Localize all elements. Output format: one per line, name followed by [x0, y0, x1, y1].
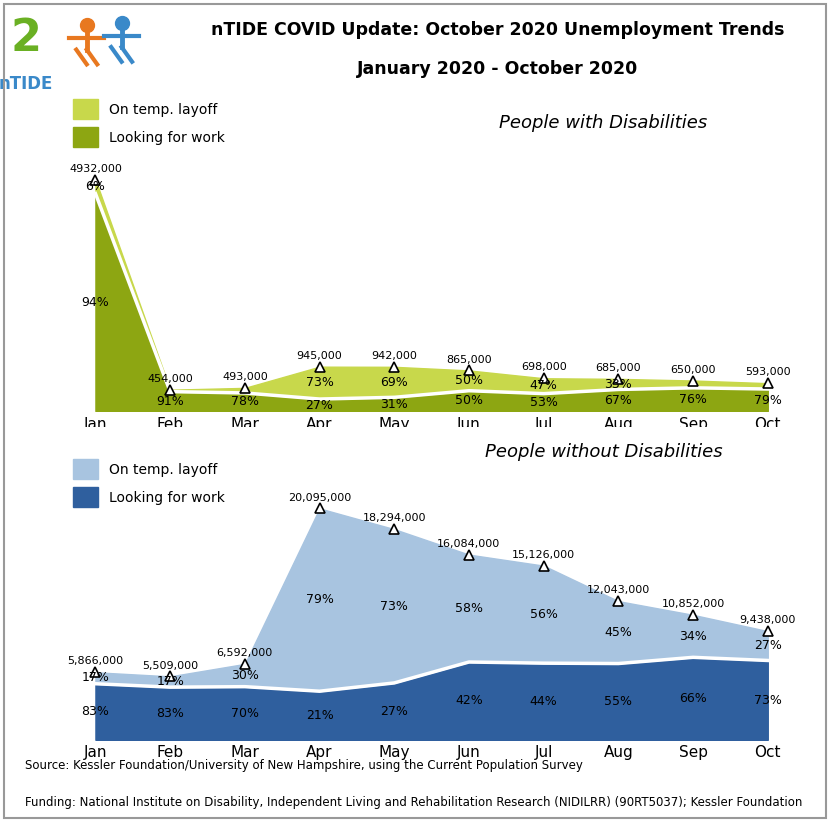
Text: 91%: 91%	[156, 395, 184, 408]
Text: 45%: 45%	[604, 626, 632, 639]
Text: 5,866,000: 5,866,000	[67, 657, 124, 667]
Text: 21%: 21%	[305, 709, 334, 722]
Text: 50%: 50%	[455, 374, 483, 387]
Text: 94%: 94%	[81, 296, 110, 309]
Text: 83%: 83%	[81, 705, 110, 718]
Text: 69%: 69%	[380, 376, 408, 389]
Text: 67%: 67%	[604, 394, 632, 407]
Text: 79%: 79%	[305, 593, 334, 607]
Text: January 2020 - October 2020: January 2020 - October 2020	[358, 60, 638, 78]
Text: 27%: 27%	[305, 399, 334, 412]
Text: 27%: 27%	[380, 704, 408, 718]
Text: 18,294,000: 18,294,000	[363, 514, 426, 524]
Text: 650,000: 650,000	[671, 365, 715, 375]
Text: Funding: National Institute on Disability, Independent Living and Rehabilitation: Funding: National Institute on Disabilit…	[25, 796, 802, 809]
Text: 17%: 17%	[81, 672, 110, 685]
Text: 79%: 79%	[754, 394, 782, 407]
Text: 5,509,000: 5,509,000	[142, 661, 198, 671]
Text: 6%: 6%	[85, 180, 105, 193]
Text: 56%: 56%	[530, 608, 558, 621]
Text: 4932,000: 4932,000	[69, 164, 122, 173]
Text: 942,000: 942,000	[371, 351, 417, 361]
Text: 9,438,000: 9,438,000	[740, 616, 796, 626]
Text: 15,126,000: 15,126,000	[512, 550, 575, 560]
Text: 44%: 44%	[530, 695, 558, 708]
Text: 73%: 73%	[380, 599, 408, 612]
Text: 66%: 66%	[679, 692, 707, 705]
Text: 53%: 53%	[530, 396, 558, 409]
Text: 454,000: 454,000	[147, 374, 193, 384]
Text: 493,000: 493,000	[222, 372, 268, 382]
Text: People with Disabilities: People with Disabilities	[500, 114, 707, 132]
Text: 698,000: 698,000	[520, 363, 567, 372]
Text: 17%: 17%	[156, 675, 184, 688]
Text: 6,592,000: 6,592,000	[217, 648, 273, 658]
Text: 73%: 73%	[754, 694, 782, 707]
Legend: On temp. layoff, Looking for work: On temp. layoff, Looking for work	[72, 99, 224, 147]
Text: 76%: 76%	[679, 393, 707, 406]
Text: 50%: 50%	[455, 395, 483, 408]
Text: 42%: 42%	[455, 695, 483, 708]
Text: 73%: 73%	[305, 376, 334, 390]
Text: nTIDE: nTIDE	[0, 75, 53, 93]
Text: People without Disabilities: People without Disabilities	[485, 443, 722, 461]
Text: 12,043,000: 12,043,000	[587, 585, 650, 595]
Text: 2: 2	[10, 17, 42, 60]
Text: 593,000: 593,000	[745, 367, 790, 377]
Text: 685,000: 685,000	[596, 363, 641, 373]
Text: 945,000: 945,000	[296, 351, 343, 361]
Text: 31%: 31%	[380, 398, 408, 411]
Text: Source: Kessler Foundation/University of New Hampshire, using the Current Popula: Source: Kessler Foundation/University of…	[25, 759, 583, 772]
Legend: On temp. layoff, Looking for work: On temp. layoff, Looking for work	[72, 459, 224, 507]
Text: 34%: 34%	[679, 630, 707, 643]
Text: 70%: 70%	[231, 707, 259, 720]
Text: 27%: 27%	[754, 640, 782, 653]
Text: 20,095,000: 20,095,000	[288, 492, 351, 502]
Text: 16,084,000: 16,084,000	[437, 539, 500, 549]
Text: nTIDE COVID Update: October 2020 Unemployment Trends: nTIDE COVID Update: October 2020 Unemplo…	[212, 21, 784, 39]
Text: 30%: 30%	[231, 669, 259, 681]
Text: 865,000: 865,000	[447, 354, 491, 365]
Text: 83%: 83%	[156, 707, 184, 720]
Text: 55%: 55%	[604, 695, 632, 709]
Text: 47%: 47%	[530, 380, 558, 392]
Text: 33%: 33%	[604, 377, 632, 390]
Text: 10,852,000: 10,852,000	[662, 599, 725, 609]
Text: 58%: 58%	[455, 602, 483, 615]
Text: 78%: 78%	[231, 395, 259, 409]
